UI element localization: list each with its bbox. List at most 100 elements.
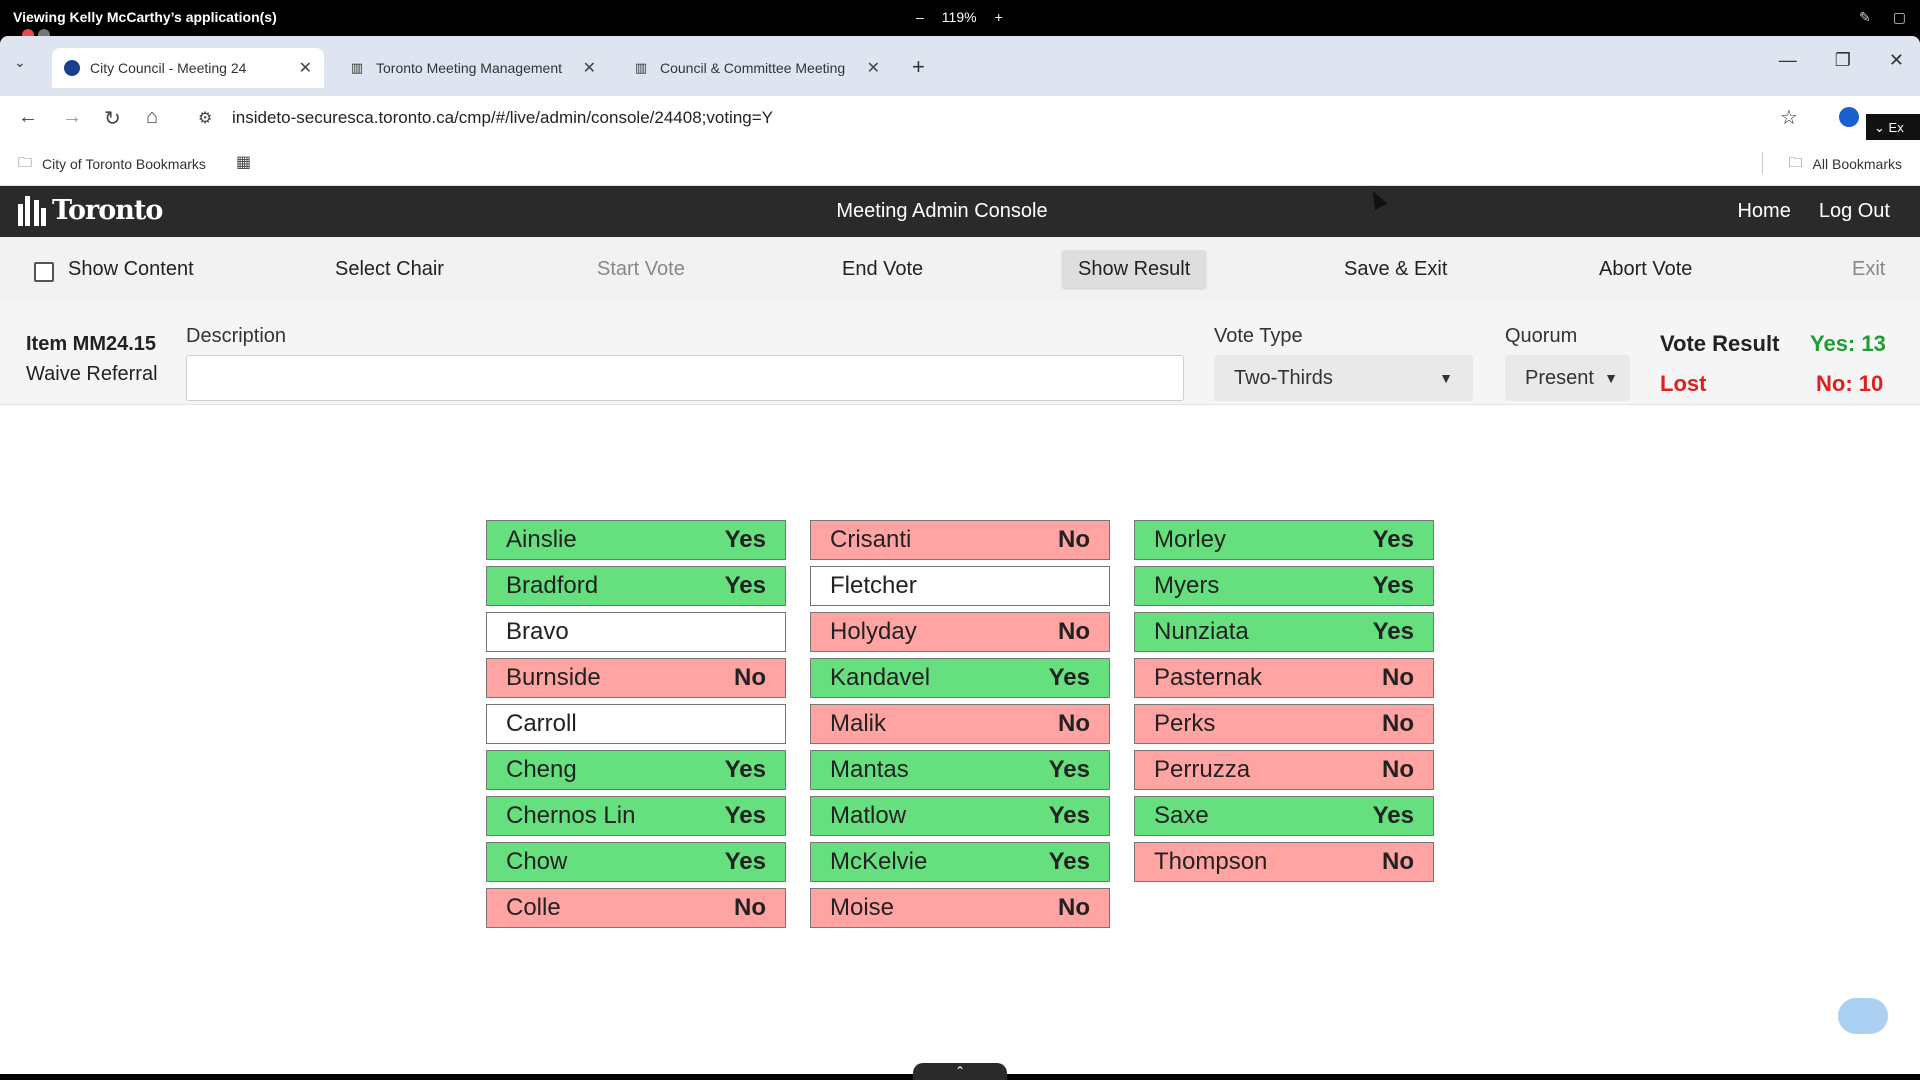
member-vote-row[interactable]: Bradford Yes xyxy=(486,566,786,606)
start-vote-button[interactable]: Start Vote xyxy=(597,258,685,280)
address-bar[interactable]: insideto-securesca.toronto.ca/cmp/#/live… xyxy=(232,108,774,127)
member-vote: No xyxy=(1382,664,1414,691)
member-vote-row[interactable]: Malik No xyxy=(810,704,1110,744)
bookmark-divider xyxy=(1762,152,1763,174)
end-vote-button[interactable]: End Vote xyxy=(842,258,924,280)
close-window-icon[interactable]: ✕ xyxy=(1888,50,1904,70)
member-vote-row[interactable]: Carroll xyxy=(486,704,786,744)
member-vote-row[interactable]: Crisanti No xyxy=(810,520,1110,560)
member-vote: Yes xyxy=(1048,664,1090,691)
close-icon[interactable]: ✕ xyxy=(866,60,880,77)
member-vote: No xyxy=(1058,894,1090,921)
abort-vote-button[interactable]: Abort Vote xyxy=(1599,258,1693,280)
close-icon[interactable]: ✕ xyxy=(298,60,312,77)
all-bookmarks[interactable]: 🗀 All Bookmarks xyxy=(1789,152,1902,176)
member-vote-row[interactable]: Perks No xyxy=(1134,704,1434,744)
browser-tab-strip: ⌄ City Council - Meeting 24 ✕ ▥ Toronto … xyxy=(0,36,1920,96)
window-controls: — ❐ ✕ xyxy=(1779,50,1904,71)
member-vote-row[interactable]: Chow Yes xyxy=(486,842,786,882)
member-name: Thompson xyxy=(1154,848,1268,875)
tab-council-committee[interactable]: ▥ Council & Committee Meeting ✕ xyxy=(620,48,892,88)
session-toolbar-handle[interactable]: ⌃ xyxy=(913,1063,1007,1080)
member-vote-row[interactable]: Pasternak No xyxy=(1134,658,1434,698)
member-vote: Yes xyxy=(1372,802,1414,829)
member-vote: Yes xyxy=(724,802,766,829)
draw-icon[interactable]: ✎ xyxy=(1859,9,1871,25)
new-tab-plus-icon[interactable]: + xyxy=(912,54,925,79)
member-name: Bradford xyxy=(506,572,599,599)
back-arrow-icon[interactable]: ← xyxy=(18,106,38,128)
member-vote-row[interactable]: Ainslie Yes xyxy=(486,520,786,560)
member-vote-row[interactable]: Cheng Yes xyxy=(486,750,786,790)
member-vote-row[interactable]: McKelvie Yes xyxy=(810,842,1110,882)
show-result-button[interactable]: Show Result xyxy=(1062,250,1207,288)
show-content-checkbox[interactable] xyxy=(34,262,54,282)
folder-icon: 🗀 xyxy=(1788,154,1803,170)
logo-text: Toronto xyxy=(52,195,163,226)
member-vote: No xyxy=(1382,710,1414,737)
show-content-label[interactable]: Show Content xyxy=(68,258,194,280)
member-vote: No xyxy=(1382,848,1414,875)
close-icon[interactable]: ✕ xyxy=(582,60,596,77)
save-exit-button[interactable]: Save & Exit xyxy=(1344,258,1448,280)
tab-meeting-management[interactable]: ▥ Toronto Meeting Management ✕ xyxy=(336,48,608,88)
member-vote-row[interactable]: Burnside No xyxy=(486,658,786,698)
member-vote-row[interactable]: Mantas Yes xyxy=(810,750,1110,790)
member-vote-row[interactable]: Morley Yes xyxy=(1134,520,1434,560)
member-name: Morley xyxy=(1154,526,1227,553)
member-vote-row[interactable]: Myers Yes xyxy=(1134,566,1434,606)
select-chair-button[interactable]: Select Chair xyxy=(335,258,444,280)
profile-avatar-icon[interactable] xyxy=(1839,107,1859,127)
member-vote-row[interactable]: Holyday No xyxy=(810,612,1110,652)
tab-search-chevron-icon[interactable]: ⌄ xyxy=(14,54,26,70)
exit-button[interactable]: Exit xyxy=(1852,258,1886,280)
session-tools: ✎ ▢ xyxy=(1859,9,1906,26)
member-vote-row[interactable]: Kandavel Yes xyxy=(810,658,1110,698)
reload-icon[interactable]: ↻ xyxy=(104,108,121,130)
forward-arrow-icon[interactable]: → xyxy=(62,106,82,128)
chat-icon[interactable]: ▢ xyxy=(1892,9,1906,25)
bookmark-star-icon[interactable]: ☆ xyxy=(1780,107,1798,129)
tab-city-council[interactable]: City Council - Meeting 24 ✕ xyxy=(52,48,324,88)
home-link[interactable]: Home xyxy=(1737,200,1791,222)
apps-grid-icon[interactable]: ▦ xyxy=(236,154,252,171)
member-name: Mantas xyxy=(830,756,909,783)
member-vote: Yes xyxy=(1372,572,1414,599)
home-icon[interactable]: ⌂ xyxy=(146,106,159,128)
page-title: Meeting Admin Console xyxy=(836,200,1048,222)
item-id: Item MM24.15 xyxy=(26,333,157,355)
zoom-out-button[interactable]: – xyxy=(916,9,924,25)
member-vote-row[interactable]: Thompson No xyxy=(1134,842,1434,882)
item-subtitle: Waive Referral xyxy=(26,363,158,385)
member-vote-row[interactable]: Fletcher xyxy=(810,566,1110,606)
member-vote-row[interactable]: Saxe Yes xyxy=(1134,796,1434,836)
member-vote-row[interactable]: Nunziata Yes xyxy=(1134,612,1434,652)
quorum-select[interactable]: Present ▼ xyxy=(1505,355,1630,401)
building-favicon-icon: ▥ xyxy=(350,60,364,75)
member-vote-row[interactable]: Matlow Yes xyxy=(810,796,1110,836)
logout-link[interactable]: Log Out xyxy=(1818,200,1890,222)
member-vote-row[interactable]: Moise No xyxy=(810,888,1110,928)
bookmark-folder[interactable]: 🗀 City of Toronto Bookmarks xyxy=(18,152,206,176)
toronto-logo[interactable]: Toronto xyxy=(18,195,163,226)
tab-title: City Council - Meeting 24 xyxy=(90,60,247,76)
member-vote: No xyxy=(1382,756,1414,783)
minimize-icon[interactable]: — xyxy=(1778,50,1797,70)
app-badge-icon[interactable] xyxy=(1838,998,1888,1034)
extension-panel[interactable]: ⌄ Ex xyxy=(1866,114,1920,144)
site-info-icon[interactable]: ⚙ xyxy=(198,110,213,127)
zoom-in-button[interactable]: + xyxy=(994,9,1003,25)
vote-type-select[interactable]: Two-Thirds ▼ xyxy=(1214,355,1473,401)
member-vote: No xyxy=(1058,526,1090,553)
vote-type-label: Vote Type xyxy=(1214,325,1303,347)
chevron-down-icon: ▼ xyxy=(1439,370,1453,386)
vote-result-title: Vote Result xyxy=(1660,331,1780,356)
restore-icon[interactable]: ❐ xyxy=(1834,50,1851,70)
member-vote-row[interactable]: Chernos Lin Yes xyxy=(486,796,786,836)
description-input[interactable] xyxy=(186,355,1184,401)
member-vote-row[interactable]: Bravo xyxy=(486,612,786,652)
member-name: Crisanti xyxy=(830,526,912,553)
browser-toolbar: ← → ↻ ⌂ ⚙ insideto-securesca.toronto.ca/… xyxy=(0,96,1920,144)
member-vote-row[interactable]: Perruzza No xyxy=(1134,750,1434,790)
member-vote-row[interactable]: Colle No xyxy=(486,888,786,928)
